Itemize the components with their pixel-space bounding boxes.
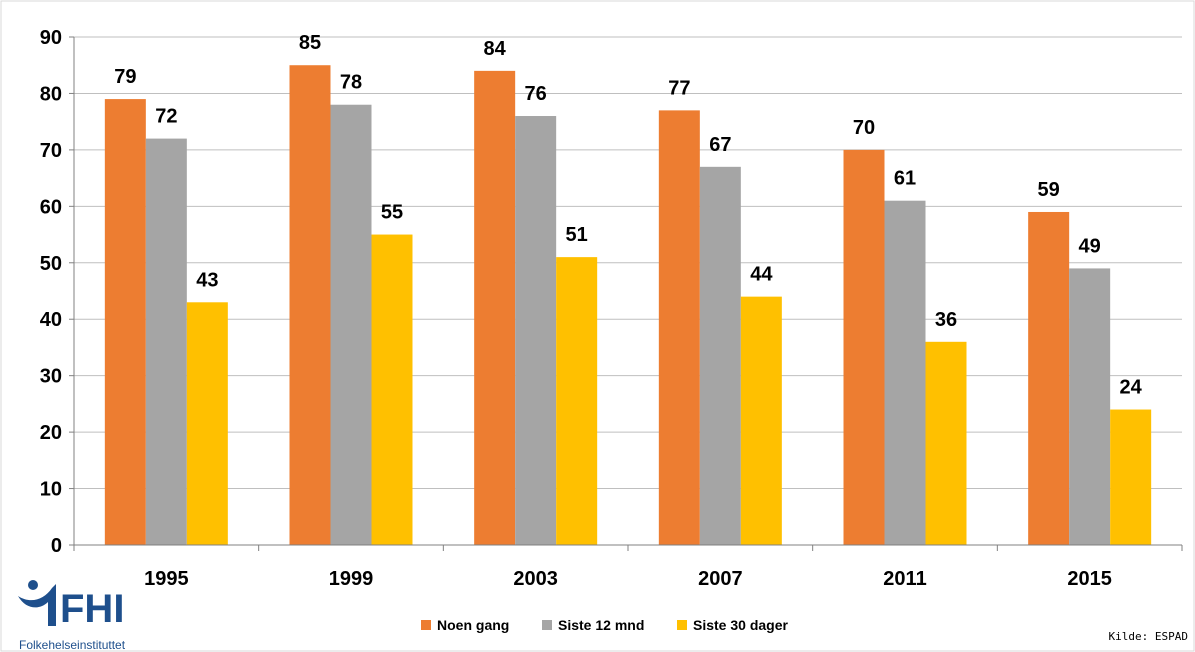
y-tick-label-20: 20 (40, 422, 62, 444)
gridlines (69, 36, 1182, 546)
fhi-logo-icon (18, 580, 56, 626)
x-tick-label-1999: 1999 (329, 568, 374, 590)
data-label-2003-siste-30-dager: 51 (566, 224, 588, 246)
bar-1995-siste-12-mnd (145, 138, 187, 545)
bar-1999-siste-12-mnd (330, 104, 372, 545)
data-label-2007-siste-12-mnd: 67 (709, 134, 731, 156)
fhi-logo-wordmark: FHI (60, 587, 124, 631)
bar-1995-noen-gang (104, 99, 146, 545)
data-label-2011-siste-30-dager: 36 (935, 309, 957, 331)
bar-2011-noen-gang (843, 149, 885, 545)
bar-2015-siste-12-mnd (1069, 268, 1111, 545)
y-tick-label-90: 90 (40, 27, 62, 49)
bar-1999-noen-gang (289, 65, 331, 545)
data-label-2003-siste-12-mnd: 76 (525, 83, 547, 105)
x-axis-labels: 1995 1999 2003 2007 2011 2015 (144, 568, 1112, 590)
data-label-2015-siste-30-dager: 24 (1120, 377, 1143, 399)
data-label-1999-noen-gang: 85 (299, 32, 321, 54)
y-tick-label-0: 0 (51, 535, 62, 557)
legend-swatch-siste-30-dager (677, 620, 687, 630)
fhi-logo: FHI Folkehelseinstituttet (18, 580, 126, 652)
legend-label-noen-gang: Noen gang (437, 617, 509, 633)
bar-2007-siste-30-dager (740, 296, 782, 545)
bar-2015-noen-gang (1028, 211, 1070, 545)
legend-label-siste-12-mnd: Siste 12 mnd (558, 617, 644, 633)
x-tick-label-2015: 2015 (1067, 568, 1112, 590)
bar-2003-siste-12-mnd (515, 116, 557, 546)
y-axis-labels: 0 10 20 30 40 50 60 70 80 90 (40, 27, 62, 557)
bar-2011-siste-12-mnd (884, 200, 926, 545)
legend-swatch-noen-gang (421, 620, 431, 630)
bar-2003-siste-30-dager (556, 257, 598, 545)
y-tick-label-80: 80 (40, 83, 62, 105)
data-label-2015-noen-gang: 59 (1038, 179, 1060, 201)
data-label-2015-siste-12-mnd: 49 (1079, 235, 1101, 257)
data-label-1999-siste-30-dager: 55 (381, 202, 403, 224)
data-label-1995-siste-30-dager: 43 (196, 269, 218, 291)
y-tick-label-10: 10 (40, 479, 62, 501)
y-tick-label-60: 60 (40, 196, 62, 218)
data-labels: 79 72 43 85 78 55 84 76 51 77 67 44 70 61 36 59 49 24 (114, 32, 1142, 398)
legend-label-siste-30-dager: Siste 30 dager (693, 617, 788, 633)
data-label-2011-siste-12-mnd: 61 (894, 168, 916, 190)
bars (104, 65, 1152, 546)
data-label-2003-noen-gang: 84 (484, 38, 507, 60)
data-label-2011-noen-gang: 70 (853, 117, 875, 139)
data-label-1999-siste-12-mnd: 78 (340, 72, 362, 94)
data-label-1995-noen-gang: 79 (114, 66, 136, 88)
x-tick-label-2003: 2003 (513, 568, 558, 590)
y-tick-label-30: 30 (40, 366, 62, 388)
legend-swatch-siste-12-mnd (542, 620, 552, 630)
bar-1999-siste-30-dager (371, 234, 413, 546)
y-tick-label-50: 50 (40, 253, 62, 275)
bar-2007-noen-gang (658, 110, 700, 545)
legend: Noen gang Siste 12 mnd Siste 30 dager (421, 617, 788, 633)
x-tick-label-2007: 2007 (698, 568, 743, 590)
bar-2015-siste-30-dager (1110, 409, 1152, 545)
fhi-logo-subtitle: Folkehelseinstituttet (19, 638, 126, 652)
source-note: Kilde: ESPAD (1109, 630, 1188, 643)
data-label-2007-siste-30-dager: 44 (750, 264, 773, 286)
bar-2007-siste-12-mnd (699, 166, 741, 546)
bar-2003-noen-gang (474, 70, 516, 545)
data-label-2007-noen-gang: 77 (668, 77, 690, 99)
data-label-1995-siste-12-mnd: 72 (155, 106, 177, 128)
bar-2011-siste-30-dager (925, 341, 967, 545)
y-tick-label-40: 40 (40, 309, 62, 331)
x-tick-label-2011: 2011 (883, 568, 926, 590)
y-tick-label-70: 70 (40, 140, 62, 162)
bar-1995-siste-30-dager (186, 302, 228, 545)
x-axis (73, 37, 1183, 551)
x-tick-label-1995: 1995 (144, 568, 189, 590)
